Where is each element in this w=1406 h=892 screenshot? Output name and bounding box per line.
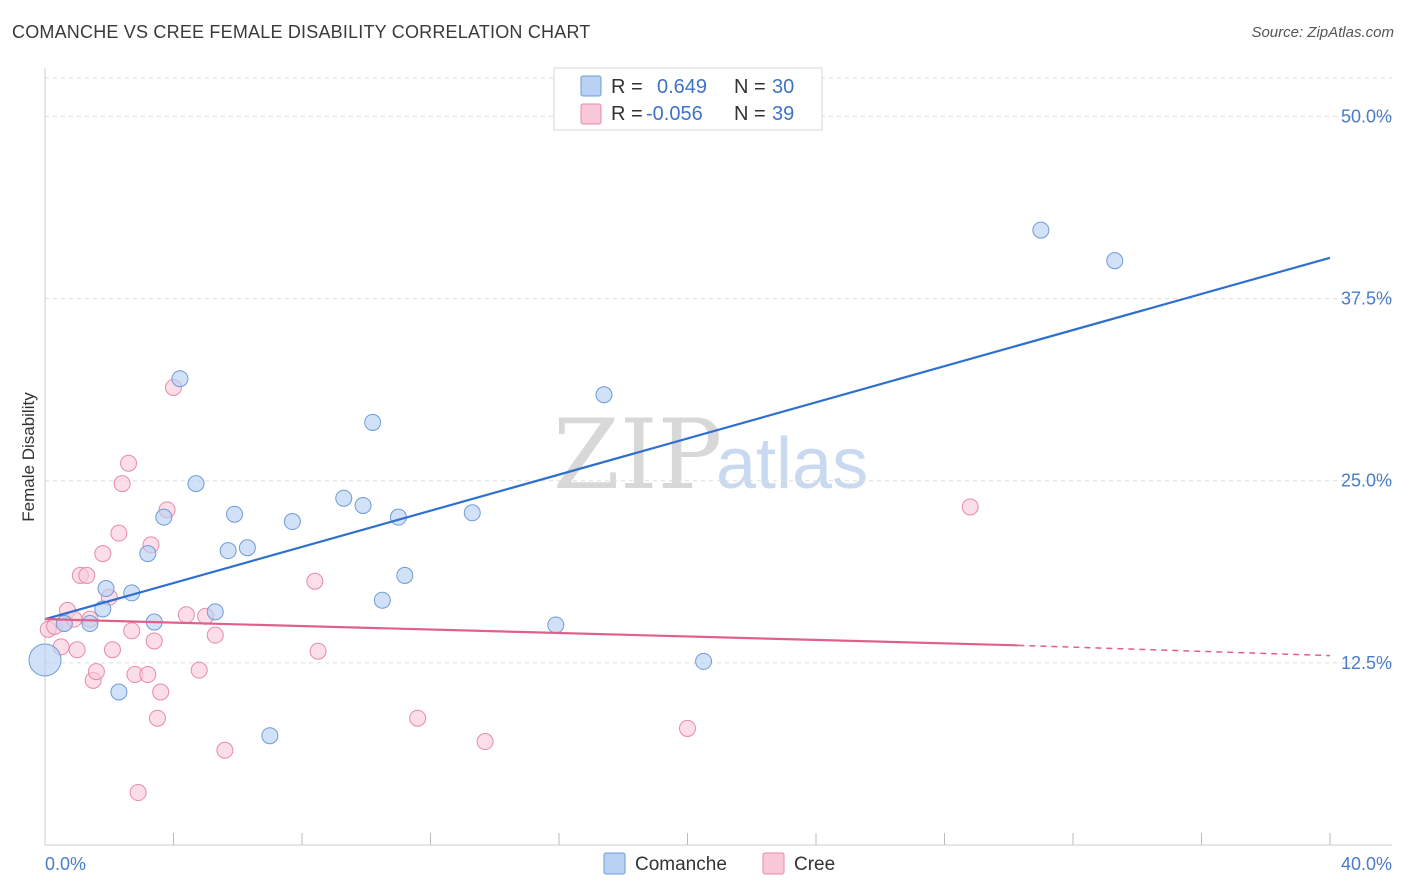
cree-point bbox=[123, 622, 141, 640]
cree-trend-line-extrapolated bbox=[1018, 644, 1331, 657]
comanche-point bbox=[335, 489, 353, 507]
watermark-atlas: atlas bbox=[716, 424, 868, 504]
x-tick-label-max: 40.0% bbox=[1341, 854, 1392, 874]
comanche-point bbox=[206, 603, 224, 621]
comanche-point bbox=[81, 615, 99, 633]
cree-point bbox=[961, 498, 979, 516]
trend-lines bbox=[44, 256, 1331, 657]
y-tick-label: 25.0% bbox=[1341, 471, 1392, 491]
bottom-legend-label-comanche: Comanche bbox=[635, 854, 727, 875]
comanche-point bbox=[55, 615, 73, 633]
comanche-point bbox=[463, 504, 481, 522]
legend-r-value-comanche: 0.649 bbox=[657, 76, 707, 98]
watermark-zip: ZIP bbox=[553, 399, 722, 511]
legend-r-label-comanche: R = bbox=[611, 76, 643, 98]
comanche-point bbox=[110, 683, 128, 701]
cree-point bbox=[87, 663, 105, 681]
comanche-trend-line bbox=[44, 256, 1331, 621]
comanche-point bbox=[187, 475, 205, 493]
comanche-point bbox=[238, 539, 256, 557]
cree-point bbox=[190, 661, 208, 679]
legend-r-label-cree: R = bbox=[611, 103, 643, 125]
cree-point bbox=[94, 545, 112, 563]
comanche-point bbox=[219, 542, 237, 560]
cree-point bbox=[206, 626, 224, 644]
bottom-legend-swatch-comanche bbox=[603, 852, 626, 875]
cree-point bbox=[152, 683, 170, 701]
cree-point bbox=[148, 709, 166, 727]
cree-point bbox=[103, 641, 121, 659]
cree-point bbox=[129, 784, 147, 802]
cree-point bbox=[120, 454, 138, 472]
cree-point bbox=[306, 572, 324, 590]
cree-point bbox=[139, 666, 157, 684]
cree-trend-line bbox=[44, 618, 1019, 647]
comanche-point bbox=[364, 413, 382, 431]
x-axis-ticks bbox=[173, 833, 1331, 845]
cree-point bbox=[177, 606, 195, 624]
gridlines bbox=[45, 77, 1392, 664]
chart-title: COMANCHE VS CREE FEMALE DISABILITY CORRE… bbox=[12, 22, 591, 42]
cree-point bbox=[113, 475, 131, 493]
comanche-point bbox=[354, 496, 372, 514]
cree-point bbox=[216, 741, 234, 759]
legend-r-value-cree: -0.056 bbox=[646, 103, 703, 125]
cree-point bbox=[309, 642, 327, 660]
y-tick-label: 50.0% bbox=[1341, 106, 1392, 126]
comanche-point bbox=[28, 643, 62, 677]
y-tick-label: 37.5% bbox=[1341, 289, 1392, 309]
cree-point bbox=[679, 719, 696, 737]
comanche-point bbox=[695, 652, 713, 670]
legend-n-value-cree: 39 bbox=[772, 103, 794, 125]
y-tick-label: 12.5% bbox=[1341, 653, 1392, 673]
cree-point bbox=[409, 709, 427, 727]
cree-points bbox=[39, 378, 979, 802]
cree-point bbox=[145, 632, 163, 650]
comanche-point bbox=[595, 386, 613, 404]
bottom-legend-swatch-cree bbox=[762, 852, 785, 875]
cree-point bbox=[68, 641, 86, 659]
x-tick-label-min: 0.0% bbox=[45, 854, 86, 874]
comanche-point bbox=[547, 616, 565, 634]
comanche-point bbox=[1106, 252, 1124, 270]
bottom-legend: Comanche Cree bbox=[603, 852, 835, 875]
comanche-point bbox=[283, 513, 301, 531]
legend-n-label-cree: N = bbox=[734, 103, 766, 125]
cree-point bbox=[476, 733, 494, 751]
bottom-legend-label-cree: Cree bbox=[794, 854, 835, 875]
legend-n-value-comanche: 30 bbox=[772, 76, 794, 98]
cree-point bbox=[110, 524, 128, 542]
source-credit: Source: ZipAtlas.com bbox=[1251, 24, 1394, 41]
comanche-point bbox=[396, 566, 414, 584]
y-axis-tick-labels: 12.5% 25.0% 37.5% 50.0% bbox=[1341, 106, 1392, 672]
y-axis-label: Female Disability bbox=[19, 392, 38, 522]
comanche-point bbox=[373, 591, 391, 609]
comanche-point bbox=[171, 370, 189, 388]
legend: R = 0.649 N = 30 R = -0.056 N = 39 bbox=[553, 67, 823, 131]
legend-swatch-cree bbox=[580, 103, 602, 125]
legend-n-label-comanche: N = bbox=[734, 76, 766, 98]
comanche-point bbox=[155, 508, 173, 526]
legend-swatch-comanche bbox=[580, 75, 602, 97]
comanche-point bbox=[97, 580, 115, 598]
comanche-point bbox=[226, 505, 244, 523]
comanche-point bbox=[139, 545, 157, 563]
comanche-point bbox=[1032, 221, 1050, 239]
cree-point bbox=[78, 566, 96, 584]
comanche-point bbox=[261, 727, 279, 745]
